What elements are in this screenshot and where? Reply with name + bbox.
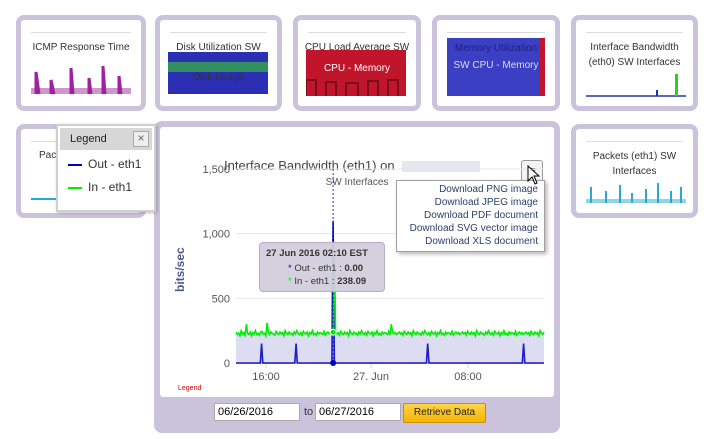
menu-download-pdf[interactable]: Download PDF document: [424, 210, 538, 221]
legend-item-in[interactable]: In - eth1: [68, 180, 132, 194]
expanded-chart-panel: Interface Bandwidth (eth1) on SW Interfa…: [154, 121, 560, 433]
legend-label-out: Out - eth1: [88, 157, 142, 171]
retrieve-data-button[interactable]: Retrieve Data: [403, 403, 486, 423]
widget-memory-utilization[interactable]: Memory Utilization SW CPU - Memory: [432, 15, 560, 111]
series-line-out: [236, 220, 544, 364]
widget-title: Disk Utilization SW: [176, 42, 261, 53]
widget-cpu-load-average[interactable]: CPU Load Average SW CPU - Memory: [293, 15, 421, 111]
series-line-in: [235, 249, 545, 339]
tooltip-out-label: Out - eth1 :: [294, 263, 342, 274]
thumbnail-chart: [586, 74, 686, 97]
x-tick-label: 27. Jun: [353, 371, 389, 383]
menu-download-jpeg[interactable]: Download JPEG image: [434, 197, 538, 208]
y-tick-label: 1,000: [202, 229, 230, 241]
divider: [586, 32, 683, 33]
date-from-input[interactable]: [214, 403, 300, 421]
x-tick-label: 08:00: [454, 371, 482, 383]
tooltip-out-row: * Out - eth1 : 0.00: [288, 263, 363, 274]
bandwidth-line-chart: 0 500 1,000 1,500 16:00 27. Jun 08:00: [202, 164, 545, 383]
divider: [31, 32, 131, 33]
y-tick-label: 500: [212, 293, 230, 305]
x-tick-label: 16:00: [252, 371, 280, 383]
widget-icmp-response-time[interactable]: ICMP Response Time: [16, 15, 146, 111]
hover-point-out: [330, 360, 337, 366]
widget-overlay-label: SW CPU - Memory: [453, 60, 539, 71]
tooltip-in-row: * In - eth1 : 238.09: [288, 276, 366, 287]
divider: [308, 32, 406, 33]
thumbnail-chart: [168, 52, 268, 94]
widget-packets-eth1[interactable]: Packets (eth1) SW Interfaces: [571, 124, 698, 218]
widget-body: ICMP Response Time: [21, 20, 141, 106]
widget-title: Packets (eth1) SW Interfaces: [592, 151, 677, 177]
mouse-cursor-icon: [527, 165, 541, 185]
legend-item-out[interactable]: Out - eth1: [68, 157, 141, 171]
widget-disk-utilization[interactable]: Disk Utilization SW Disk Usage: [155, 15, 282, 111]
tooltip-in-label: In - eth1 :: [294, 276, 335, 287]
menu-download-png[interactable]: Download PNG image: [439, 184, 538, 195]
thumbnail-chart: [306, 50, 406, 96]
divider: [447, 32, 545, 33]
redacted-hostname: [402, 161, 481, 173]
divider: [586, 141, 683, 142]
thumbnail-chart: [31, 65, 131, 95]
export-menu: Download PNG image Download JPEG image D…: [396, 180, 545, 252]
out-marker: *: [288, 263, 292, 274]
tooltip-date: 27 Jun 2016 02:10 EST: [266, 248, 368, 259]
widget-title: Memory Utilization: [454, 43, 538, 54]
widget-body: CPU Load Average SW CPU - Memory: [298, 20, 416, 106]
legend-label-in: In - eth1: [88, 180, 133, 194]
menu-download-svg[interactable]: Download SVG vector image: [409, 223, 538, 234]
in-marker: *: [288, 276, 292, 287]
legend-header: Legend ×: [60, 128, 152, 150]
widget-overlay-label: Disk Usage: [192, 72, 245, 83]
legend-swatch-out: [68, 163, 82, 166]
legend-panel: Legend × Out - eth1 In - eth1: [56, 124, 156, 212]
divider: [170, 32, 267, 33]
tooltip-in-value: 238.09: [337, 276, 367, 287]
widget-title: ICMP Response Time: [32, 42, 130, 53]
menu-download-xls[interactable]: Download XLS document: [425, 236, 538, 247]
widget-title: Pac: [39, 150, 57, 161]
widget-title: CPU Load Average SW: [304, 42, 410, 53]
widget-interface-bandwidth-eth0[interactable]: Interface Bandwidth (eth0) SW Interfaces: [571, 15, 698, 111]
widget-overlay-label: CPU - Memory: [323, 63, 391, 74]
date-range-separator: to: [304, 406, 314, 418]
thumbnail-chart: [586, 183, 686, 203]
legend-toggle-link[interactable]: Legend: [178, 385, 202, 392]
chart-subtitle: SW Interfaces: [325, 177, 389, 188]
thumbnail-chart: [447, 38, 545, 96]
hover-point-in: [329, 328, 337, 336]
legend-swatch-in: [68, 186, 82, 189]
widget-title: Interface Bandwidth (eth0) SW Interfaces: [588, 42, 681, 68]
legend-title: Legend: [70, 133, 107, 145]
widget-body: Memory Utilization SW CPU - Memory: [437, 20, 555, 106]
widget-body: Packets (eth1) SW Interfaces: [576, 129, 693, 213]
tooltip-out-value: 0.00: [344, 263, 364, 274]
widget-body: Disk Utilization SW Disk Usage: [160, 20, 277, 106]
close-icon[interactable]: ×: [133, 131, 149, 147]
data-tooltip: 27 Jun 2016 02:10 EST * Out - eth1 : 0.0…: [259, 242, 385, 292]
y-tick-label: 1,500: [202, 164, 230, 176]
y-tick-label: 0: [224, 358, 230, 370]
widget-body: Interface Bandwidth (eth0) SW Interfaces: [576, 20, 693, 106]
date-to-input[interactable]: [315, 403, 401, 421]
